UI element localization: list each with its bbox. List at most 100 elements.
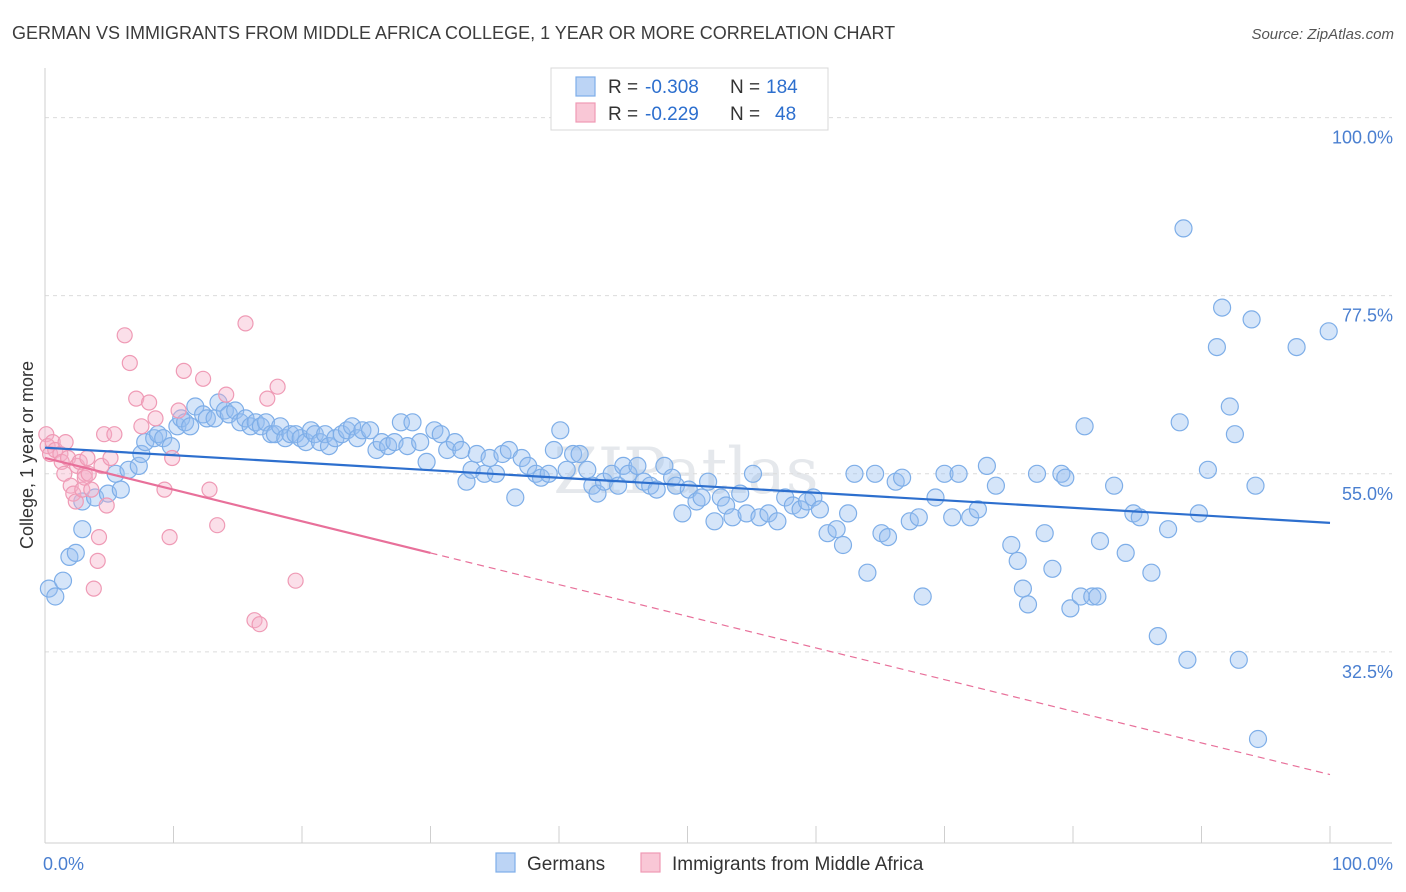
point-germans-55 [353,421,372,440]
point-immigrants-16 [76,465,93,482]
watermark: ZIPatlas [553,435,818,509]
point-germans-178 [1225,425,1245,444]
y-tick-label-0: 100.0% [1332,128,1393,148]
point-germans-138 [909,508,928,527]
point-germans-153 [1035,524,1054,543]
point-immigrants-38 [170,402,187,419]
point-germans-2 [53,571,73,590]
point-germans-128 [833,535,853,555]
point-germans-181 [1246,476,1265,495]
point-germans-87 [557,460,576,479]
chart-title: GERMAN VS IMMIGRANTS FROM MIDDLE AFRICA … [12,23,895,43]
point-germans-156 [1056,468,1075,487]
point-germans-159 [1075,417,1094,436]
point-germans-183 [1287,338,1306,357]
point-immigrants-8 [57,434,74,451]
point-germans-88 [563,444,583,464]
point-germans-171 [1174,219,1193,238]
point-germans-163 [1104,476,1124,495]
point-germans-175 [1207,338,1227,357]
y-tick-label-3: 32.5% [1342,662,1393,682]
point-germans-137 [900,512,919,531]
point-immigrants-40 [195,370,212,387]
point-germans-182 [1248,729,1268,749]
point-immigrants-48 [269,378,286,395]
point-germans-146 [977,456,997,475]
point-germans-177 [1220,397,1239,416]
point-germans-127 [827,520,846,539]
point-germans-119 [768,512,787,531]
point-germans-22 [181,417,200,436]
point-immigrants-26 [98,497,115,514]
x-tick-label-1: 100.0% [1332,854,1393,874]
point-germans-98 [628,456,647,475]
point-germans-169 [1158,520,1178,539]
point-germans-154 [1043,559,1062,578]
point-germans-1 [46,587,65,606]
point-germans-64 [411,433,430,452]
point-immigrants-43 [218,386,235,403]
point-germans-167 [1142,563,1161,582]
legend-label-germans: Germans [527,854,605,875]
point-germans-170 [1170,413,1189,432]
point-germans-179 [1229,650,1248,669]
point-germans-145 [968,500,988,519]
stats-legend-n-label-0: N = [730,77,760,98]
point-germans-141 [935,464,954,483]
point-germans-70 [452,440,471,460]
point-germans-113 [723,508,742,527]
stats-legend-n-value-1: 48 [775,104,796,125]
point-immigrants-44 [237,315,254,332]
point-immigrants-42 [209,517,226,534]
point-germans-65 [417,452,436,471]
stats-legend-n-label-1: N = [730,104,760,125]
point-immigrants-18 [79,449,96,467]
series-immigrants-middle-africa [38,315,304,633]
point-germans-112 [716,496,736,515]
point-germans-25 [197,409,216,428]
point-germans-5 [73,520,92,539]
trend-line-dashed-1 [430,552,1331,776]
point-immigrants-29 [116,327,133,344]
point-immigrants-34 [147,410,164,427]
point-germans-180 [1242,310,1261,329]
legend-swatch-germans [495,852,516,873]
point-germans-161 [1088,587,1107,606]
point-germans-152 [1027,464,1047,483]
point-germans-131 [858,563,877,582]
point-immigrants-22 [89,552,106,570]
series-legend: Germans Immigrants from Middle Africa [495,852,924,875]
point-germans-63 [403,413,422,432]
point-germans-151 [1018,595,1038,614]
point-germans-147 [986,476,1006,495]
point-germans-176 [1212,298,1232,317]
point-immigrants-46 [251,616,268,633]
point-immigrants-30 [121,354,138,372]
point-germans-140 [926,488,945,507]
point-germans-174 [1198,460,1218,479]
point-germans-130 [845,464,864,483]
point-germans-143 [949,464,968,483]
stats-legend-r-label-0: R = [608,77,638,98]
point-germans-157 [1061,599,1080,618]
point-germans-142 [943,508,962,527]
stats-legend-r-value-1: -0.229 [645,104,699,125]
point-germans-148 [1002,535,1021,555]
trend-line-0 [44,446,1331,524]
point-germans-53 [343,417,362,436]
point-germans-84 [539,464,558,483]
point-germans-172 [1178,650,1197,669]
axes [44,68,1392,844]
trend-lines [44,446,1331,776]
stats-legend-box [550,67,829,131]
point-germans-85 [544,440,564,460]
point-germans-67 [431,425,450,444]
stats-legend-swatch-germans [575,76,596,97]
point-germans-108 [692,488,711,507]
point-germans-90 [578,460,597,479]
point-immigrants-37 [164,449,181,467]
point-germans-110 [705,512,724,531]
point-germans-184 [1319,322,1338,341]
point-germans-132 [865,464,885,483]
y-tick-label-2: 55.0% [1342,484,1393,504]
